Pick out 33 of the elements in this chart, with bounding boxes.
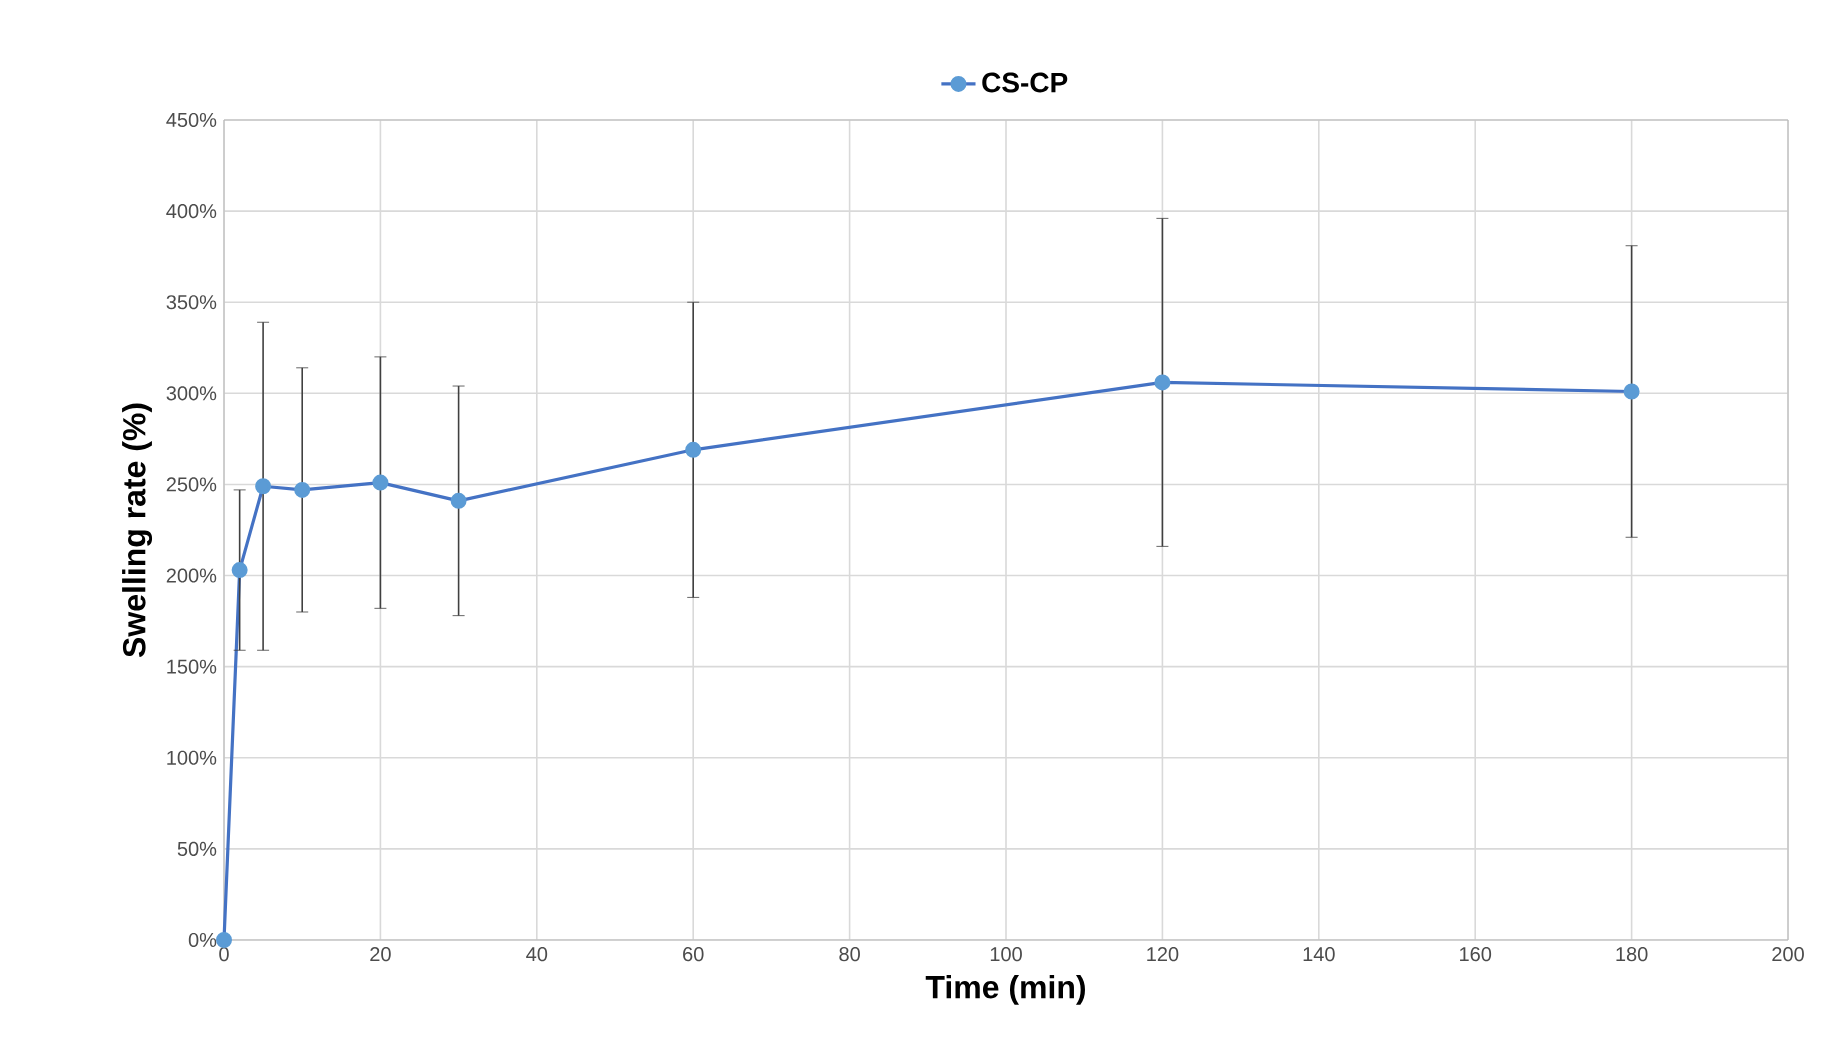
point xyxy=(1623,383,1640,400)
x-tick-label: 140 xyxy=(1303,947,1335,962)
point xyxy=(231,562,248,579)
x-tick-label: 120 xyxy=(1147,947,1179,962)
y-tick-label: 350% xyxy=(166,295,217,310)
y-tick-label: 100% xyxy=(167,750,217,765)
point xyxy=(294,481,311,498)
x-tick-label: 200 xyxy=(1772,947,1804,962)
y-tick-label: 0% xyxy=(188,932,217,948)
point xyxy=(685,441,702,458)
point xyxy=(1154,374,1171,391)
y-tick-label: 250% xyxy=(166,477,217,492)
y-tick-label: 300% xyxy=(166,386,217,401)
x-tick-label: 20 xyxy=(370,947,391,962)
x-axis-title: Time (min) xyxy=(925,974,1085,1005)
point xyxy=(216,931,232,948)
y-axis-title: Swelling rate (%) xyxy=(122,403,153,658)
y-tick-label: 50% xyxy=(177,841,217,856)
x-tick-label: 60 xyxy=(683,947,704,962)
y-tick-label: 400% xyxy=(166,204,217,219)
x-tick-label: 0 xyxy=(219,947,229,962)
point xyxy=(372,474,389,491)
legend-label: CS-CP xyxy=(982,72,1068,93)
x-tick-label: 180 xyxy=(1616,947,1648,962)
x-tick-label: 80 xyxy=(839,947,860,962)
x-tick-label: 160 xyxy=(1460,947,1492,962)
x-tick-label: 100 xyxy=(990,947,1022,962)
x-tick-label: 40 xyxy=(526,947,548,962)
point xyxy=(450,492,467,509)
y-tick-label: 200% xyxy=(166,568,217,583)
y-tick-label: 150% xyxy=(167,659,217,674)
y-tick-label: 450% xyxy=(166,112,217,128)
point xyxy=(255,478,272,495)
